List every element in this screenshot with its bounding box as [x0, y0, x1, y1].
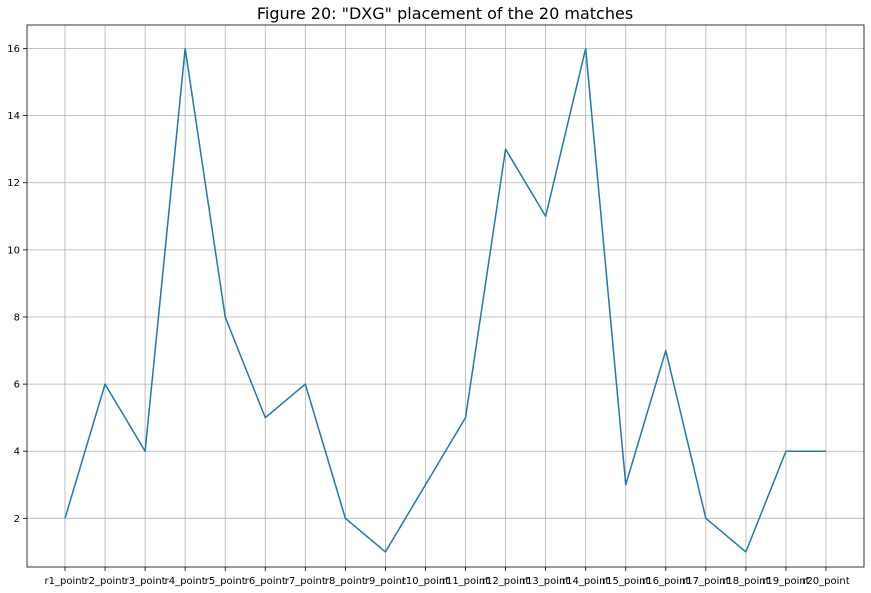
x-tick-label: r14_point: [562, 576, 609, 587]
x-tick-label: r3_point: [125, 576, 166, 587]
series-layer: [64, 47, 826, 553]
x-tick-label: r2_point: [85, 576, 126, 587]
series-line: [64, 47, 826, 553]
y-tick-label: 2: [14, 514, 20, 525]
chart-title: Figure 20: "DXG" placement of the 20 mat…: [257, 4, 633, 23]
x-tick-label: r8_point: [325, 576, 366, 587]
x-tick-label: r5_point: [205, 576, 246, 587]
x-tick-label: r15_point: [602, 576, 649, 587]
y-axis-ticks: 2 4 6 8 10 12 14 16: [7, 44, 27, 525]
x-axis-ticks: r1_point r2_point r3_point r4_point r5_point…: [45, 567, 850, 587]
y-tick-label: 12: [7, 178, 20, 189]
axes: [26, 24, 865, 568]
y-tick-label: 14: [7, 111, 20, 122]
x-tick-label: r11_point: [442, 576, 489, 587]
plot-frame: [26, 24, 865, 568]
x-tick-label: r18_point: [722, 576, 769, 587]
grid: [27, 25, 864, 567]
x-tick-label: r6_point: [245, 576, 286, 587]
x-tick-label: r1_point: [45, 576, 86, 587]
x-tick-label: r4_point: [165, 576, 206, 587]
y-tick-label: 8: [14, 312, 20, 323]
y-tick-label: 4: [14, 447, 20, 458]
x-tick-label: r10_point: [402, 576, 449, 587]
x-tick-label: r7_point: [285, 576, 326, 587]
x-tick-label: r19_point: [762, 576, 809, 587]
x-tick-label: r20_point: [802, 576, 849, 587]
x-tick-label: r16_point: [642, 576, 689, 587]
x-tick-label: r9_point: [365, 576, 406, 587]
x-tick-label: r17_point: [682, 576, 729, 587]
y-tick-label: 16: [7, 44, 20, 55]
x-tick-label: r12_point: [482, 576, 529, 587]
y-tick-label: 10: [7, 245, 20, 256]
x-tick-label: r13_point: [522, 576, 569, 587]
y-tick-label: 6: [14, 380, 20, 391]
